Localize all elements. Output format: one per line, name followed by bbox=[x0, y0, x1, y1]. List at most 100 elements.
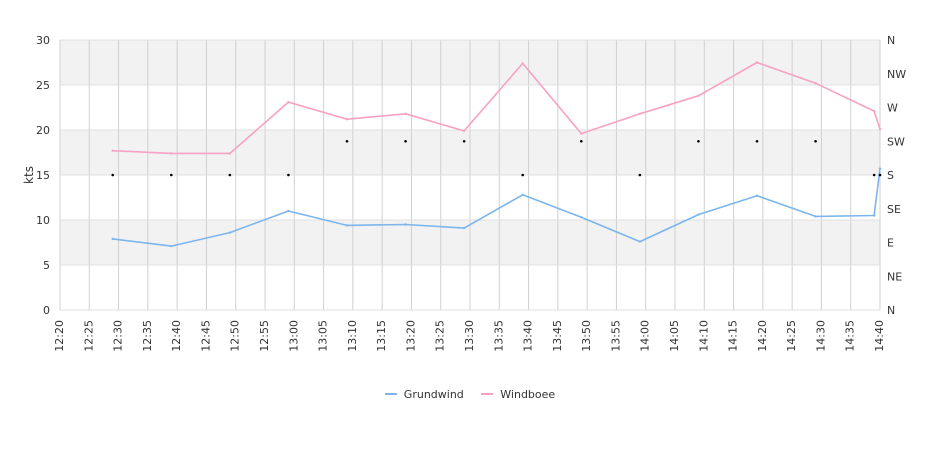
x-tick-label: 13:45 bbox=[551, 320, 564, 352]
direction-marker[interactable] bbox=[814, 139, 817, 143]
data-point-grundwind[interactable] bbox=[878, 167, 882, 170]
data-point-windboee[interactable] bbox=[697, 94, 700, 98]
y2-tick-label: NW bbox=[887, 68, 906, 81]
data-point-grundwind[interactable] bbox=[872, 214, 876, 217]
data-point-windboee[interactable] bbox=[287, 100, 290, 104]
data-point-windboee[interactable] bbox=[170, 152, 173, 155]
x-tick-label: 14:00 bbox=[639, 320, 652, 352]
x-tick-label: 13:05 bbox=[317, 320, 330, 352]
x-tick-label: 13:40 bbox=[522, 320, 535, 352]
data-point-grundwind[interactable] bbox=[462, 226, 466, 230]
direction-marker[interactable] bbox=[872, 173, 876, 177]
direction-marker[interactable] bbox=[878, 173, 882, 177]
direction-marker[interactable] bbox=[579, 139, 583, 143]
direction-marker[interactable] bbox=[169, 173, 173, 177]
x-tick-label: 13:25 bbox=[434, 320, 447, 352]
legend-swatch-grundwind bbox=[384, 393, 397, 395]
x-tick-label: 12:45 bbox=[199, 320, 212, 352]
data-point-windboee[interactable] bbox=[404, 112, 407, 116]
direction-marker[interactable] bbox=[228, 173, 232, 177]
data-point-grundwind[interactable] bbox=[638, 240, 642, 243]
data-point-grundwind[interactable] bbox=[228, 231, 232, 234]
data-point-grundwind[interactable] bbox=[755, 194, 759, 197]
direction-marker[interactable] bbox=[638, 173, 642, 177]
data-point-windboee[interactable] bbox=[580, 132, 583, 135]
direction-markers bbox=[111, 139, 882, 177]
data-point-grundwind[interactable] bbox=[521, 193, 524, 196]
data-point-windboee[interactable] bbox=[111, 149, 114, 152]
x-tick-label: 13:20 bbox=[404, 320, 417, 352]
x-tick-label: 14:05 bbox=[668, 320, 681, 352]
y2-tick-label: N bbox=[887, 34, 895, 47]
data-point-grundwind[interactable] bbox=[697, 213, 700, 216]
y-tick-label: 0 bbox=[43, 304, 50, 317]
data-point-grundwind[interactable] bbox=[580, 216, 583, 219]
series-lines bbox=[111, 61, 882, 248]
x-tick-label: 13:00 bbox=[287, 320, 300, 352]
x-tick-label: 12:20 bbox=[53, 320, 66, 352]
y2-tick-label: SE bbox=[887, 203, 901, 216]
x-tick-label: 12:40 bbox=[170, 320, 183, 352]
x-tick-label: 12:55 bbox=[258, 320, 271, 352]
data-point-windboee[interactable] bbox=[638, 112, 642, 116]
direction-marker[interactable] bbox=[521, 173, 525, 177]
legend-item-grundwind[interactable]: Grundwind bbox=[384, 387, 464, 401]
data-point-windboee[interactable] bbox=[345, 118, 349, 121]
data-point-grundwind[interactable] bbox=[404, 223, 407, 226]
y2-axis-tick-labels: N NE E SE S SW W NW N bbox=[887, 34, 906, 317]
direction-marker[interactable] bbox=[462, 139, 466, 143]
direction-marker[interactable] bbox=[111, 173, 115, 177]
y-tick-label: 20 bbox=[36, 124, 50, 137]
data-point-grundwind[interactable] bbox=[345, 224, 349, 227]
x-tick-label: 13:50 bbox=[580, 320, 593, 352]
y2-tick-label: W bbox=[887, 102, 898, 115]
x-tick-label: 13:30 bbox=[463, 320, 476, 352]
y2-tick-label: E bbox=[887, 237, 894, 250]
data-point-windboee[interactable] bbox=[878, 127, 882, 131]
x-tick-label: 14:25 bbox=[785, 320, 798, 352]
x-tick-label: 12:35 bbox=[141, 320, 154, 352]
y-tick-label: 25 bbox=[36, 79, 50, 92]
x-tick-label: 14:10 bbox=[697, 320, 710, 352]
data-point-windboee[interactable] bbox=[462, 129, 466, 133]
data-point-grundwind[interactable] bbox=[170, 244, 173, 248]
x-tick-label: 13:55 bbox=[609, 320, 622, 352]
x-tick-label: 14:20 bbox=[756, 320, 769, 352]
y-tick-label: 30 bbox=[36, 34, 50, 47]
x-tick-label: 14:40 bbox=[873, 320, 886, 352]
data-point-grundwind[interactable] bbox=[287, 209, 290, 213]
y2-tick-label: SW bbox=[887, 135, 905, 148]
direction-marker[interactable] bbox=[287, 173, 290, 177]
x-tick-label: 14:30 bbox=[814, 320, 827, 352]
x-tick-label: 14:35 bbox=[844, 320, 857, 352]
legend-label-grundwind: Grundwind bbox=[403, 387, 464, 401]
data-point-grundwind[interactable] bbox=[814, 215, 817, 218]
data-point-windboee[interactable] bbox=[872, 109, 876, 113]
direction-marker[interactable] bbox=[404, 139, 407, 143]
x-tick-label: 12:50 bbox=[229, 320, 242, 352]
y2-tick-label: NE bbox=[887, 270, 902, 283]
x-axis-tick-labels: 12:20 12:25 12:30 12:35 12:40 12:45 12:50 12:55… bbox=[53, 320, 886, 352]
data-point-windboee[interactable] bbox=[814, 82, 817, 85]
data-point-windboee[interactable] bbox=[228, 152, 232, 155]
direction-marker[interactable] bbox=[755, 139, 759, 143]
x-tick-label: 13:10 bbox=[346, 320, 359, 352]
y2-tick-label: N bbox=[887, 304, 895, 317]
data-point-windboee[interactable] bbox=[755, 61, 759, 64]
legend-swatch-windboee bbox=[481, 393, 494, 395]
y-tick-label: 15 bbox=[36, 169, 50, 182]
direction-marker[interactable] bbox=[697, 139, 700, 143]
y-tick-label: 5 bbox=[43, 259, 50, 272]
horizontal-gridlines bbox=[60, 39, 880, 311]
legend-item-windboee[interactable]: Windboee bbox=[481, 388, 555, 401]
data-point-windboee[interactable] bbox=[521, 62, 524, 65]
x-tick-label: 13:15 bbox=[375, 320, 388, 352]
y-axis-tick-labels: 0 5 10 15 20 25 30 bbox=[36, 34, 50, 317]
data-point-grundwind[interactable] bbox=[111, 237, 114, 241]
y2-tick-label: S bbox=[887, 169, 894, 182]
legend-label-windboee: Windboee bbox=[500, 387, 556, 401]
x-tick-label: 14:15 bbox=[727, 320, 740, 352]
direction-marker[interactable] bbox=[345, 139, 349, 143]
x-tick-label: 13:35 bbox=[492, 320, 505, 352]
